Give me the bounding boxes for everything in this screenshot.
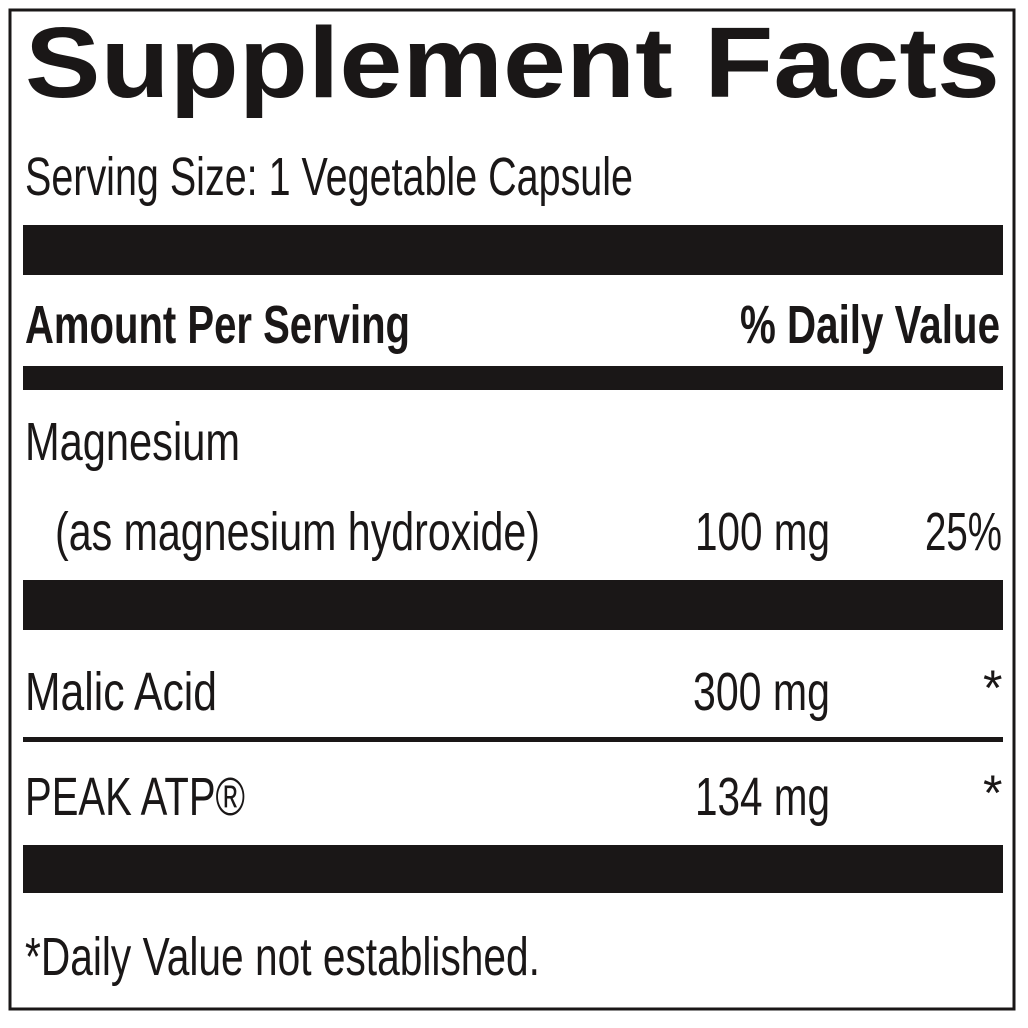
divider-thin bbox=[23, 737, 1003, 742]
label-border bbox=[8, 8, 1016, 1011]
divider-thick bbox=[23, 580, 1003, 630]
nutrient-amount: 100 mg bbox=[695, 502, 830, 562]
divider-thick bbox=[23, 225, 1003, 275]
nutrient-dv: 25% bbox=[925, 502, 1002, 562]
nutrient-dv: * bbox=[983, 765, 1002, 821]
divider-medium bbox=[23, 366, 1003, 390]
footnote: *Daily Value not established. bbox=[25, 927, 540, 987]
header-daily-value: % Daily Value bbox=[740, 295, 1000, 355]
nutrient-detail: (as magnesium hydroxide) bbox=[55, 502, 540, 562]
nutrient-name: Magnesium bbox=[25, 412, 240, 472]
nutrient-amount: 300 mg bbox=[693, 662, 830, 722]
divider-thick bbox=[23, 845, 1003, 893]
header-amount: Amount Per Serving bbox=[25, 295, 410, 355]
nutrient-name: PEAK ATP® bbox=[25, 767, 245, 827]
nutrient-amount: 134 mg bbox=[695, 767, 830, 827]
nutrient-dv: * bbox=[983, 660, 1002, 716]
label-title: Supplement Facts bbox=[25, 7, 1000, 119]
nutrient-name: Malic Acid bbox=[25, 662, 217, 722]
serving-size: Serving Size: 1 Vegetable Capsule bbox=[25, 147, 633, 207]
